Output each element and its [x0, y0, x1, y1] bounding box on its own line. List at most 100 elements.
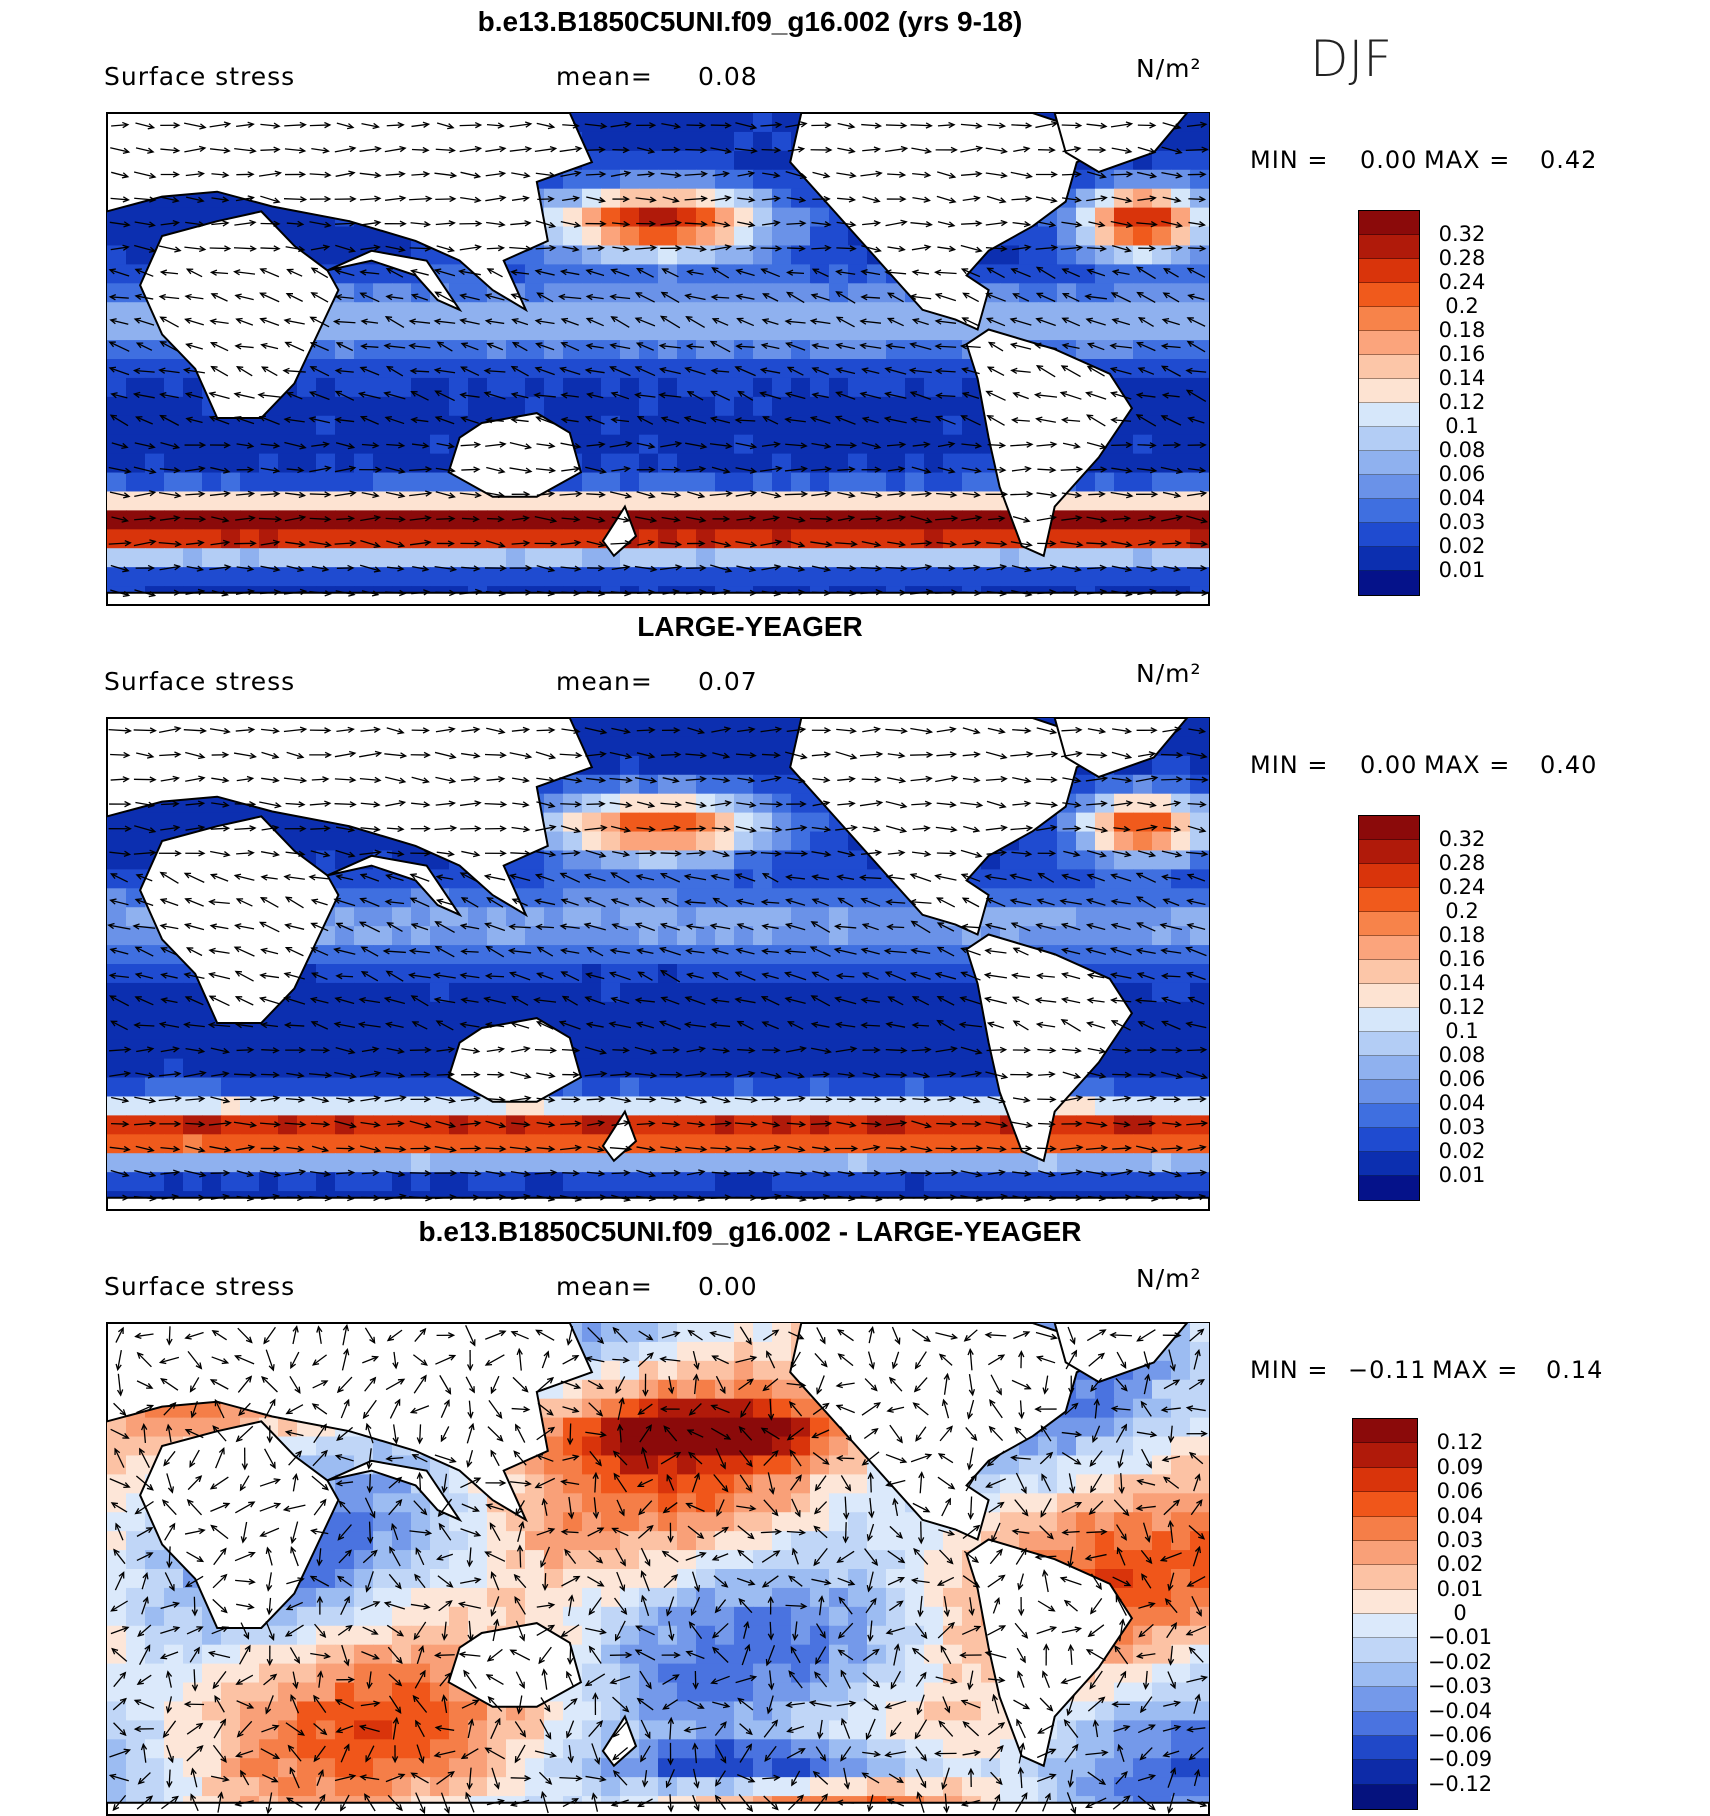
- colorbar-tick-label: 0.28: [1422, 851, 1502, 875]
- landmass: [107, 1198, 1209, 1210]
- colorbar-swatch: [1359, 1128, 1419, 1152]
- colorbar-swatches: [1358, 815, 1420, 1201]
- colorbar-swatch: [1359, 984, 1419, 1008]
- colorbar-swatch: [1353, 1468, 1417, 1492]
- colorbar-swatch: [1359, 235, 1419, 259]
- mean-label: mean=: [556, 667, 653, 696]
- variable-label: Surface stress: [104, 667, 295, 696]
- variable-label: Surface stress: [104, 62, 295, 91]
- colorbar-swatch: [1359, 427, 1419, 451]
- colorbar-swatch: [1359, 960, 1419, 984]
- colorbar-swatch: [1359, 816, 1419, 840]
- colorbar-tick-label: 0.14: [1422, 971, 1502, 995]
- colorbar-tick-label: 0.03: [1422, 1115, 1502, 1139]
- colorbar-tick-label: 0.16: [1422, 342, 1502, 366]
- colorbar-swatch: [1353, 1663, 1417, 1687]
- units-label: N/m²: [1136, 54, 1202, 83]
- colorbar-swatch: [1359, 523, 1419, 547]
- map-panel: b.e13.B1850C5UNI.f09_g16.002 - LARGE-YEA…: [0, 1210, 1710, 1815]
- colorbar-tick-label: 0.03: [1420, 1528, 1500, 1552]
- colorbar-swatch: [1353, 1517, 1417, 1541]
- max-value: 0.40: [1540, 751, 1597, 779]
- map-field: [107, 718, 1209, 1210]
- colorbar-swatch: [1359, 1080, 1419, 1104]
- colorbar-swatch: [1359, 307, 1419, 331]
- panel-title: LARGE-YEAGER: [0, 611, 1500, 643]
- panel-title: b.e13.B1850C5UNI.f09_g16.002 - LARGE-YEA…: [0, 1216, 1500, 1248]
- colorbar-tick-label: 0.2: [1422, 294, 1502, 318]
- colorbar-tick-label: 0.28: [1422, 246, 1502, 270]
- colorbar-tick-label: 0.16: [1422, 947, 1502, 971]
- colorbar-swatch: [1359, 331, 1419, 355]
- map-field: [107, 113, 1209, 605]
- min-label: MIN =: [1250, 751, 1328, 779]
- colorbar-swatch: [1353, 1590, 1417, 1614]
- mean-label: mean=: [556, 1272, 653, 1301]
- world-map: [106, 1322, 1210, 1816]
- colorbar-swatches: [1358, 210, 1420, 596]
- colorbar-tick-label: 0.06: [1420, 1479, 1500, 1503]
- min-label: MIN =: [1250, 146, 1328, 174]
- colorbar-tick-label: 0.08: [1422, 1043, 1502, 1067]
- max-label: MAX =: [1432, 1356, 1518, 1384]
- colorbar-swatch: [1353, 1712, 1417, 1736]
- mean-label: mean=: [556, 62, 653, 91]
- min-value: 0.00: [1360, 751, 1417, 779]
- colorbar-swatch: [1353, 1419, 1417, 1443]
- colorbar-tick-label: 0.12: [1420, 1430, 1500, 1454]
- panel-title: b.e13.B1850C5UNI.f09_g16.002 (yrs 9-18): [0, 6, 1500, 38]
- colorbar-tick-label: −0.01: [1420, 1625, 1500, 1649]
- map-field: [107, 1323, 1209, 1815]
- colorbar-tick-label: −0.12: [1420, 1772, 1500, 1796]
- colorbar-swatch: [1359, 259, 1419, 283]
- colorbar-tick-label: 0.32: [1422, 222, 1502, 246]
- colorbar-tick-label: 0.04: [1422, 1091, 1502, 1115]
- world-map: [106, 112, 1210, 606]
- colorbar-swatch: [1359, 864, 1419, 888]
- colorbar-tick-label: 0.02: [1422, 1139, 1502, 1163]
- colorbar-tick-label: −0.06: [1420, 1723, 1500, 1747]
- min-value: 0.00: [1360, 146, 1417, 174]
- colorbar-tick-label: 0.04: [1422, 486, 1502, 510]
- colorbar-swatch: [1359, 840, 1419, 864]
- colorbar-swatch: [1359, 547, 1419, 571]
- colorbar-swatch: [1359, 571, 1419, 595]
- world-map: [106, 717, 1210, 1211]
- colorbar-swatch: [1359, 499, 1419, 523]
- units-label: N/m²: [1136, 1264, 1202, 1293]
- colorbar-swatch: [1359, 936, 1419, 960]
- colorbar-tick-label: 0.18: [1422, 318, 1502, 342]
- variable-label: Surface stress: [104, 1272, 295, 1301]
- max-value: 0.42: [1540, 146, 1597, 174]
- colorbar-tick-label: −0.04: [1420, 1699, 1500, 1723]
- colorbar-swatch: [1353, 1785, 1417, 1809]
- colorbar-swatch: [1353, 1565, 1417, 1589]
- colorbar-swatch: [1359, 283, 1419, 307]
- colorbar-tick-label: 0.18: [1422, 923, 1502, 947]
- colorbar-swatch: [1353, 1541, 1417, 1565]
- landmass: [107, 593, 1209, 605]
- colorbar-tick-label: 0.03: [1422, 510, 1502, 534]
- max-label: MAX =: [1424, 751, 1510, 779]
- mean-value: 0.08: [698, 62, 758, 91]
- colorbar-tick-label: 0.04: [1420, 1504, 1500, 1528]
- colorbar-tick-label: −0.09: [1420, 1747, 1500, 1771]
- colorbar-tick-label: 0.09: [1420, 1455, 1500, 1479]
- colorbar-tick-label: 0.08: [1422, 438, 1502, 462]
- colorbar-tick-label: 0.1: [1422, 414, 1502, 438]
- colorbar-tick-label: 0.12: [1422, 390, 1502, 414]
- colorbar-swatch: [1359, 451, 1419, 475]
- colorbar-swatch: [1359, 1056, 1419, 1080]
- colorbar-tick-label: −0.02: [1420, 1650, 1500, 1674]
- colorbar-tick-label: 0.01: [1420, 1577, 1500, 1601]
- colorbar-swatch: [1359, 355, 1419, 379]
- colorbar-swatch: [1359, 403, 1419, 427]
- colorbar-tick-label: 0.2: [1422, 899, 1502, 923]
- mean-value: 0.00: [698, 1272, 758, 1301]
- colorbar-swatches: [1352, 1418, 1418, 1810]
- max-label: MAX =: [1424, 146, 1510, 174]
